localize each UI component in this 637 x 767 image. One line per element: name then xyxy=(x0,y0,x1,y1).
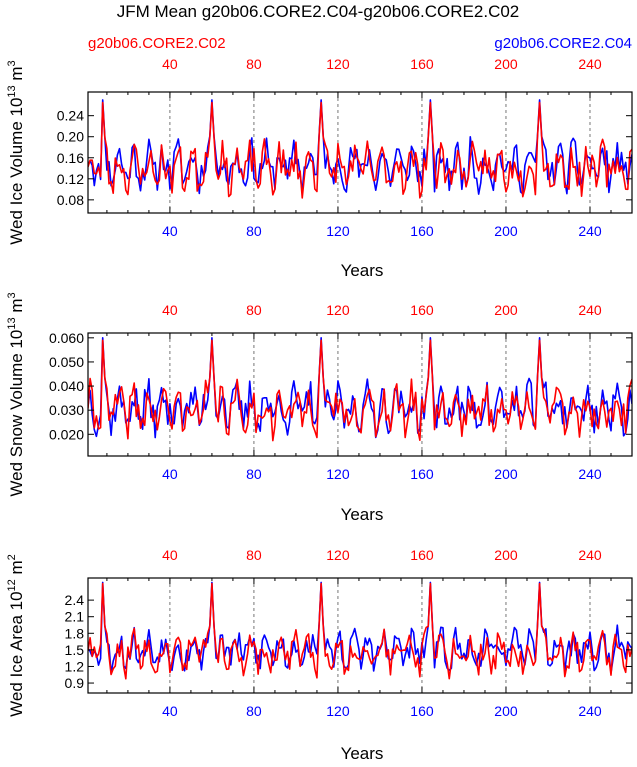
x-tick-label-top: 80 xyxy=(246,547,262,563)
x-tick-label-top: 160 xyxy=(410,547,434,563)
y-tick-label: 1.5 xyxy=(65,642,85,658)
chart-title: JFM Mean g20b06.CORE2.C04-g20b06.CORE2.C… xyxy=(117,2,520,21)
x-tick-label-bottom: 240 xyxy=(578,223,602,239)
legend-c04: g20b06.CORE2.C04 xyxy=(494,35,632,52)
x-tick-label-top: 160 xyxy=(410,302,434,318)
x-tick-label-top: 200 xyxy=(494,56,518,72)
y-tick-label: 1.8 xyxy=(65,625,85,641)
x-tick-label-bottom: 160 xyxy=(410,466,434,482)
series-line-g20b06-core2-c02 xyxy=(88,339,632,442)
series-line-g20b06-core2-c02 xyxy=(88,582,632,680)
x-tick-label-top: 40 xyxy=(162,302,178,318)
y-tick-label: 0.040 xyxy=(49,378,84,394)
x-axis-title: Years xyxy=(341,261,384,280)
x-tick-label-bottom: 120 xyxy=(326,703,350,719)
legend-c02: g20b06.CORE2.C02 xyxy=(88,35,226,52)
x-tick-label-bottom: 200 xyxy=(494,466,518,482)
y-tick-label: 0.24 xyxy=(57,108,84,124)
x-tick-label-top: 80 xyxy=(246,56,262,72)
y-tick-label: 0.030 xyxy=(49,402,84,418)
y-tick-label: 0.08 xyxy=(57,192,84,208)
plot-frame xyxy=(87,577,633,694)
x-tick-label-bottom: 200 xyxy=(494,703,518,719)
x-tick-label-bottom: 240 xyxy=(578,466,602,482)
x-tick-label-top: 80 xyxy=(246,302,262,318)
x-tick-label-bottom: 240 xyxy=(578,703,602,719)
y-tick-label: 0.12 xyxy=(57,171,84,187)
x-tick-label-top: 120 xyxy=(326,302,350,318)
x-tick-label-bottom: 80 xyxy=(246,223,262,239)
series-line-g20b06-core2-c02 xyxy=(88,101,632,199)
x-tick-label-bottom: 120 xyxy=(326,466,350,482)
y-axis-title: Wed Snow Volume 1013 m3 xyxy=(6,292,26,496)
y-tick-label: 2.1 xyxy=(65,609,85,625)
plot-frame xyxy=(87,91,633,214)
x-tick-label-top: 160 xyxy=(410,56,434,72)
x-tick-label-bottom: 200 xyxy=(494,223,518,239)
x-tick-label-top: 240 xyxy=(578,56,602,72)
x-tick-label-top: 240 xyxy=(578,547,602,563)
x-axis-title: Years xyxy=(341,744,384,762)
y-tick-label: 0.9 xyxy=(65,675,85,691)
y-tick-label: 0.20 xyxy=(57,129,84,145)
panel-3: 0.91.21.51.82.12.4 40 40 80 80 120 120 160 160 20… xyxy=(6,547,633,763)
x-tick-label-top: 240 xyxy=(578,302,602,318)
x-tick-label-bottom: 120 xyxy=(326,223,350,239)
y-tick-label: 0.050 xyxy=(49,354,84,370)
x-tick-label-bottom: 80 xyxy=(246,466,262,482)
x-tick-label-bottom: 40 xyxy=(162,703,178,719)
x-tick-label-bottom: 40 xyxy=(162,466,178,482)
y-tick-label: 0.16 xyxy=(57,150,84,166)
y-tick-label: 1.2 xyxy=(65,658,85,674)
y-tick-label: 0.060 xyxy=(49,330,84,346)
y-tick-label: 2.4 xyxy=(65,592,85,608)
x-tick-label-top: 40 xyxy=(162,547,178,563)
x-tick-label-bottom: 160 xyxy=(410,223,434,239)
plot-frame xyxy=(87,332,633,457)
x-tick-label-top: 120 xyxy=(326,56,350,72)
x-tick-label-top: 200 xyxy=(494,547,518,563)
x-tick-label-bottom: 40 xyxy=(162,223,178,239)
panel-2: 0.020 0.030 0.040 0.050 0.060 40 40 80 80 120 120 1… xyxy=(6,292,633,524)
y-axis-title: Wed Ice Area 1012 m2 xyxy=(6,554,26,717)
y-tick-label: 0.020 xyxy=(49,426,84,442)
x-tick-label-top: 200 xyxy=(494,302,518,318)
panel-1: 0.08 0.12 0.16 0.20 0.24 40 40 80 80 120 120 160 160… xyxy=(6,56,633,280)
x-tick-label-top: 40 xyxy=(162,56,178,72)
y-axis-title: Wed Ice Volume 1013 m3 xyxy=(6,60,26,244)
x-tick-label-bottom: 160 xyxy=(410,703,434,719)
x-tick-label-top: 120 xyxy=(326,547,350,563)
x-tick-label-bottom: 80 xyxy=(246,703,262,719)
x-axis-title: Years xyxy=(341,505,384,524)
